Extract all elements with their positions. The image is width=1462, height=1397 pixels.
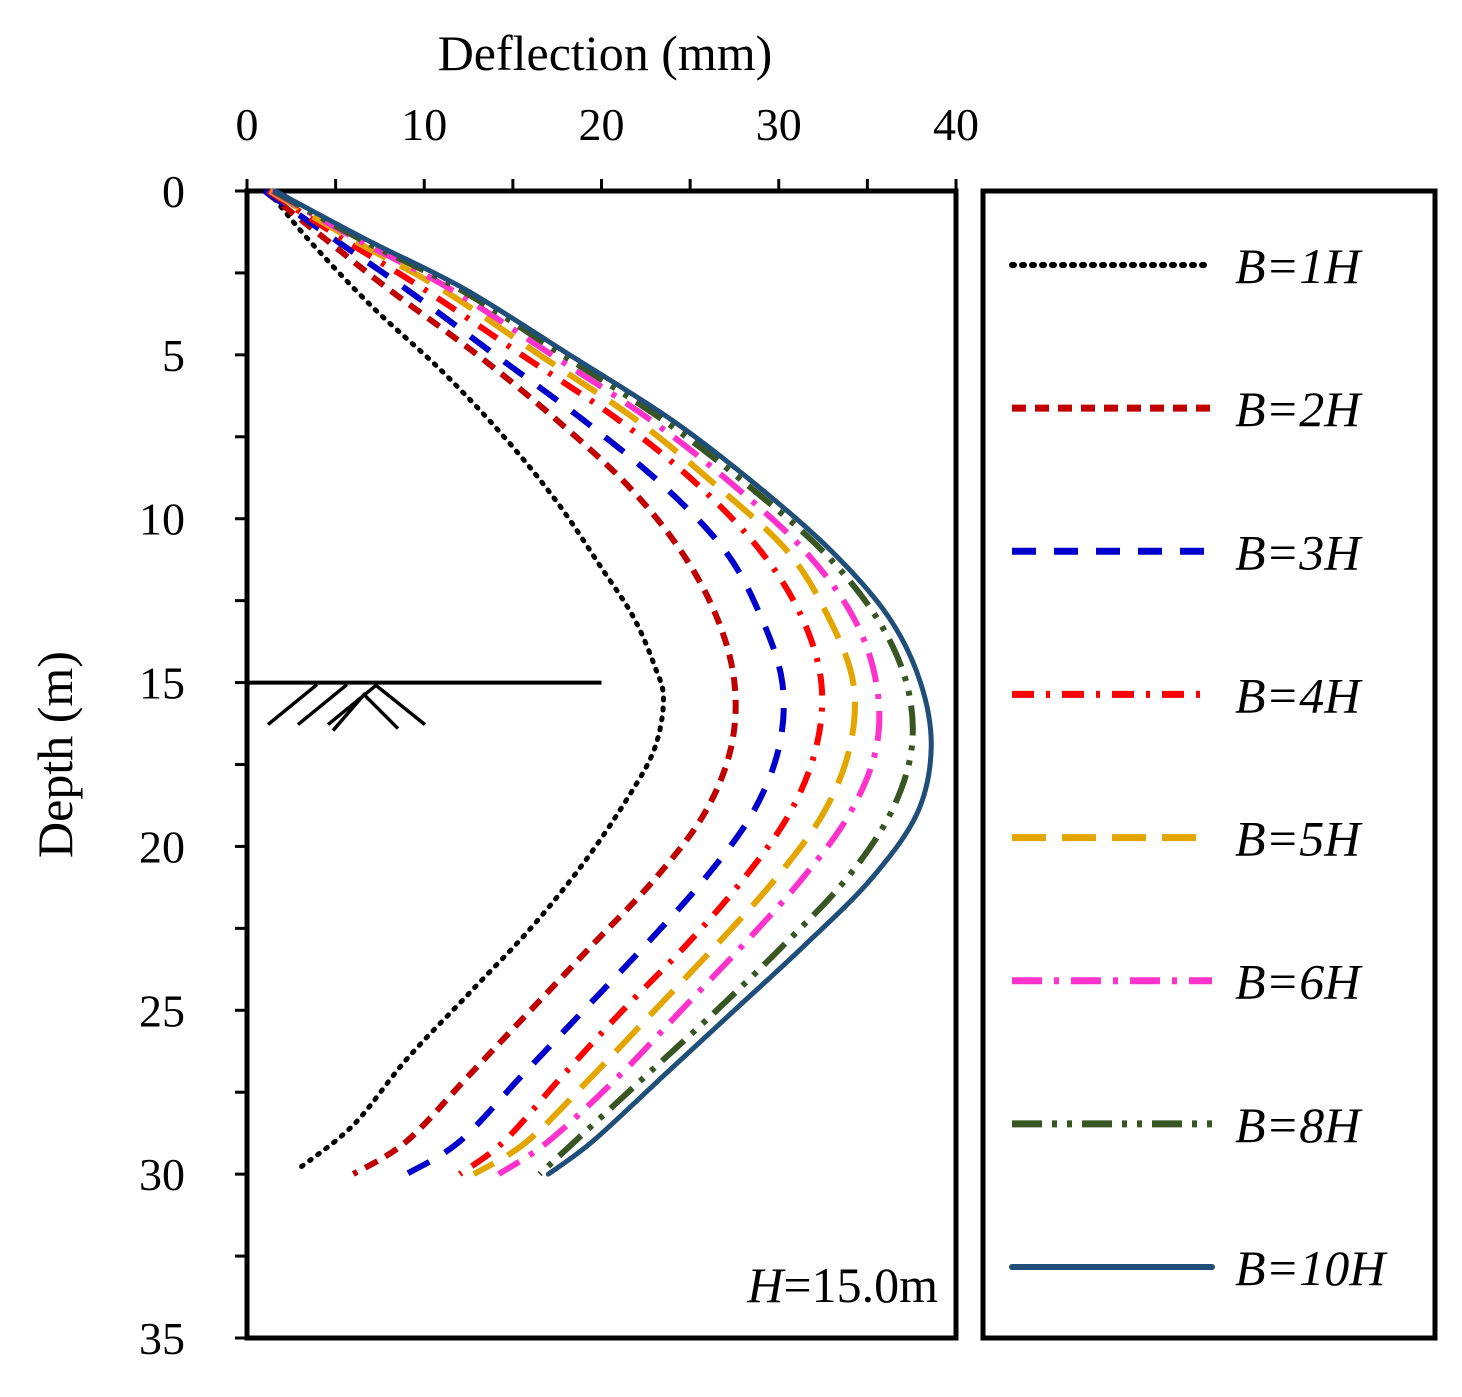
legend: B=1H B=2H B=3H B=4H B=5H B=6H B=8H B=10H [980,188,1438,1341]
x-axis-ticks: 0 10 20 30 40 [236,99,979,191]
x-axis-title: Deflection (mm) [438,25,773,81]
annotation-italic: H [746,1257,786,1313]
y-tick-label: 30 [139,1149,185,1200]
x-tick-label: 0 [236,99,259,150]
y-tick-label: 10 [139,494,185,545]
hatch-line [326,683,379,726]
series-line-b-3h [262,188,787,1177]
plot-frame [244,188,959,1341]
series-line-b-8h [272,188,916,1177]
series-curves [262,188,934,1177]
series-line-b-6h [270,188,883,1177]
hatch-line [296,683,349,726]
legend-label: B=2H [1235,381,1363,437]
y-axis-ticks: 0 5 10 15 20 25 30 35 [139,166,247,1364]
depth-annotation: H=15.0m [746,1257,938,1313]
series-line-b-5h [268,188,858,1177]
legend-label: B=1H [1235,238,1363,294]
legend-label: B=10H [1235,1240,1388,1296]
excavation-ground-symbol [247,680,602,732]
y-tick-label: 5 [162,330,185,381]
series-line-b-10h [272,188,934,1177]
series-line-b-2h [262,188,739,1177]
hatch-chevron [331,692,400,732]
x-tick-label: 10 [401,99,447,150]
plot-area: 0 10 20 30 40 0 5 10 15 20 25 30 35 [139,99,979,1364]
y-axis-title: Depth (m) [27,651,83,858]
x-tick-label: 30 [756,99,802,150]
y-tick-label: 15 [139,658,185,709]
x-tick-label: 40 [933,99,979,150]
hatch-line [266,683,319,726]
legend-label: B=4H [1235,667,1363,723]
y-tick-label: 0 [162,166,185,217]
legend-label: B=8H [1235,1097,1363,1153]
legend-box [980,188,1438,1341]
legend-label: B=6H [1235,954,1363,1010]
x-tick-label: 20 [579,99,625,150]
annotation-text: =15.0m [783,1257,938,1313]
legend-label: B=5H [1235,811,1363,867]
legend-label: B=3H [1235,524,1363,580]
y-tick-label: 35 [139,1313,185,1364]
series-line-b-1h [265,188,666,1171]
hatch-line [373,683,427,726]
y-tick-label: 25 [139,985,185,1036]
series-line-b-4h [266,188,826,1177]
y-tick-label: 20 [139,821,185,872]
